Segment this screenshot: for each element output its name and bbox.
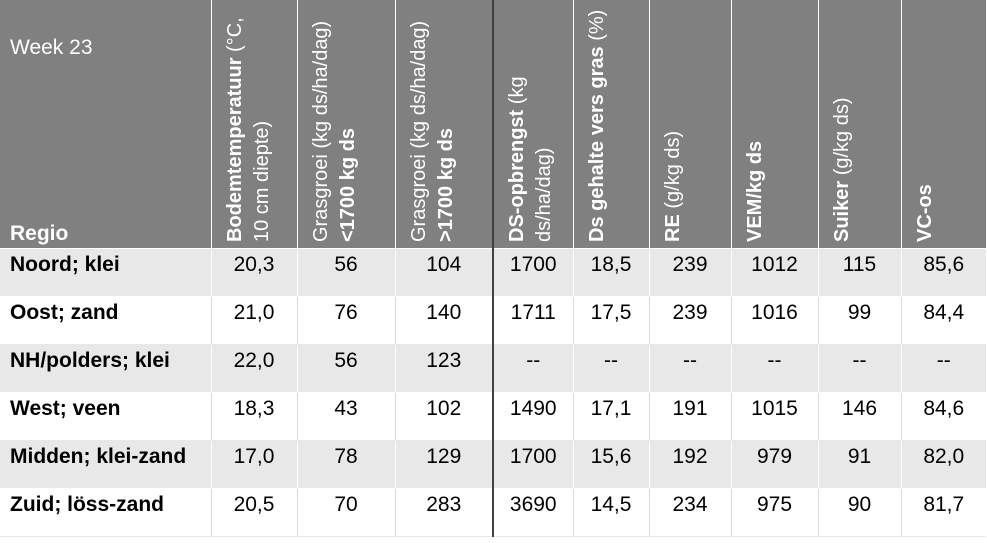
value-cell: 1711	[492, 296, 573, 345]
value-cell: 234	[648, 488, 731, 537]
value-cell: 43	[296, 392, 395, 441]
region-cell: Zuid; löss-zand	[0, 488, 211, 537]
value-cell: 91	[817, 440, 901, 489]
value-cell: 1700	[492, 248, 573, 297]
value-cell: 85,6	[900, 248, 986, 297]
value-cell: 90	[817, 488, 901, 537]
table-row: NH/polders; klei 22,0 56 123 -- -- -- --…	[0, 344, 986, 393]
value-cell: --	[492, 344, 573, 393]
value-cell: --	[817, 344, 901, 393]
header-grasgroei-lt1700: Grasgroei (kg ds/ha/dag) <1700 kg ds	[296, 0, 395, 249]
value-cell: 76	[296, 296, 395, 345]
value-cell: 21,0	[210, 296, 297, 345]
header-col5-bold: Ds gehalte vers gras	[585, 45, 608, 242]
value-cell: 1015	[730, 392, 818, 441]
value-cell: 102	[394, 392, 493, 441]
region-cell: Noord; klei	[0, 248, 211, 297]
header-grasgroei-gt1700: Grasgroei (kg ds/ha/dag) >1700 kg ds	[394, 0, 493, 249]
value-cell: 191	[648, 392, 731, 441]
value-cell: 18,5	[572, 248, 649, 297]
value-cell: 1490	[492, 392, 573, 441]
table-row: Zuid; löss-zand 20,5 70 283 3690 14,5 23…	[0, 488, 986, 537]
value-cell: 84,4	[900, 296, 986, 345]
header-col6-bold: RE	[661, 213, 684, 242]
value-cell: 3690	[492, 488, 573, 537]
header-col2-normal: Grasgroei (kg ds/ha/dag)	[309, 20, 332, 242]
value-cell: 17,5	[572, 296, 649, 345]
value-cell: 20,3	[210, 248, 297, 297]
value-cell: 22,0	[210, 344, 297, 393]
header-col8-bold: Suiker	[830, 180, 853, 242]
header-ds-gehalte: Ds gehalte vers gras (%)	[572, 0, 649, 249]
header-col9-bold: VC-os	[913, 183, 936, 242]
table-row: Noord; klei 20,3 56 104 1700 18,5 239 10…	[0, 248, 986, 297]
header-col5-normal: (%)	[585, 9, 608, 41]
value-cell: 81,7	[900, 488, 986, 537]
value-cell: --	[572, 344, 649, 393]
header-row: Week 23 Regio Bodemtemperatuur (°C, 10 c…	[0, 0, 986, 249]
value-cell: 70	[296, 488, 395, 537]
value-cell: 15,6	[572, 440, 649, 489]
value-cell: 14,5	[572, 488, 649, 537]
value-cell: 56	[296, 344, 395, 393]
header-suiker: Suiker (g/kg ds)	[817, 0, 901, 249]
table-row: West; veen 18,3 43 102 1490 17,1 191 101…	[0, 392, 986, 441]
value-cell: 123	[394, 344, 493, 393]
value-cell: 17,1	[572, 392, 649, 441]
header-col4-bold: DS-opbrengst	[506, 109, 528, 242]
value-cell: --	[730, 344, 818, 393]
value-cell: 1012	[730, 248, 818, 297]
value-cell: 104	[394, 248, 493, 297]
value-cell: 239	[648, 296, 731, 345]
header-col3-bold: >1700 kg ds	[434, 127, 457, 242]
value-cell: 283	[394, 488, 493, 537]
header-re: RE (g/kg ds)	[648, 0, 731, 249]
value-cell: 975	[730, 488, 818, 537]
value-cell: 20,5	[210, 488, 297, 537]
region-cell: NH/polders; klei	[0, 344, 211, 393]
value-cell: 99	[817, 296, 901, 345]
value-cell: 115	[817, 248, 901, 297]
header-col6-normal: (g/kg ds)	[661, 130, 684, 209]
value-cell: 78	[296, 440, 395, 489]
table-row: Oost; zand 21,0 76 140 1711 17,5 239 101…	[0, 296, 986, 345]
value-cell: 979	[730, 440, 818, 489]
header-col2-bold: <1700 kg ds	[336, 127, 359, 242]
header-bodemtemperatuur: Bodemtemperatuur (°C, 10 cm diepte)	[210, 0, 297, 249]
header-ds-opbrengst: DS-opbrengst (kg ds/ha/dag)	[492, 0, 573, 249]
header-vc-os: VC-os	[900, 0, 986, 249]
value-cell: --	[648, 344, 731, 393]
region-cell: Midden; klei-zand	[0, 440, 211, 489]
value-cell: 140	[394, 296, 493, 345]
value-cell: 1016	[730, 296, 818, 345]
regio-header: Regio	[10, 221, 69, 245]
value-cell: 56	[296, 248, 395, 297]
region-cell: West; veen	[0, 392, 211, 441]
table-row: Midden; klei-zand 17,0 78 129 1700 15,6 …	[0, 440, 986, 489]
header-col8-normal: (g/kg ds)	[830, 96, 853, 175]
value-cell: 129	[394, 440, 493, 489]
value-cell: 18,3	[210, 392, 297, 441]
header-vem: VEM/kg ds	[730, 0, 818, 249]
value-cell: 146	[817, 392, 901, 441]
week-label: Week 23	[10, 36, 93, 59]
value-cell: 17,0	[210, 440, 297, 489]
header-col7-bold: VEM/kg ds	[743, 140, 766, 242]
value-cell: --	[900, 344, 986, 393]
value-cell: 239	[648, 248, 731, 297]
value-cell: 84,6	[900, 392, 986, 441]
header-col3-normal: Grasgroei (kg ds/ha/dag)	[407, 20, 430, 242]
region-cell: Oost; zand	[0, 296, 211, 345]
value-cell: 82,0	[900, 440, 986, 489]
header-corner-cell: Week 23 Regio	[0, 0, 211, 249]
value-cell: 192	[648, 440, 731, 489]
value-cell: 1700	[492, 440, 573, 489]
header-col1-bold: Bodemtemperatuur	[223, 57, 246, 242]
